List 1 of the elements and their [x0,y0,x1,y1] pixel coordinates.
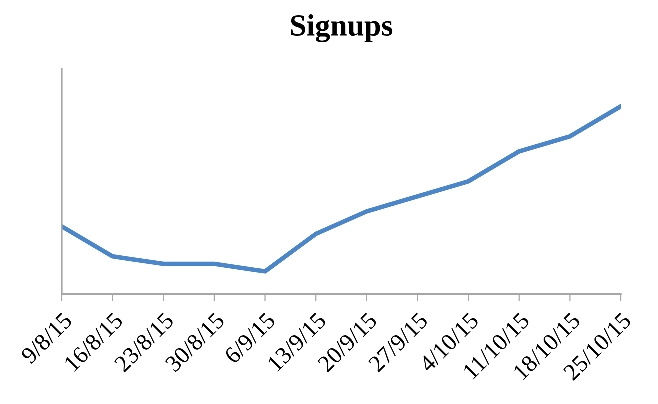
chart-title: Signups [291,14,393,42]
